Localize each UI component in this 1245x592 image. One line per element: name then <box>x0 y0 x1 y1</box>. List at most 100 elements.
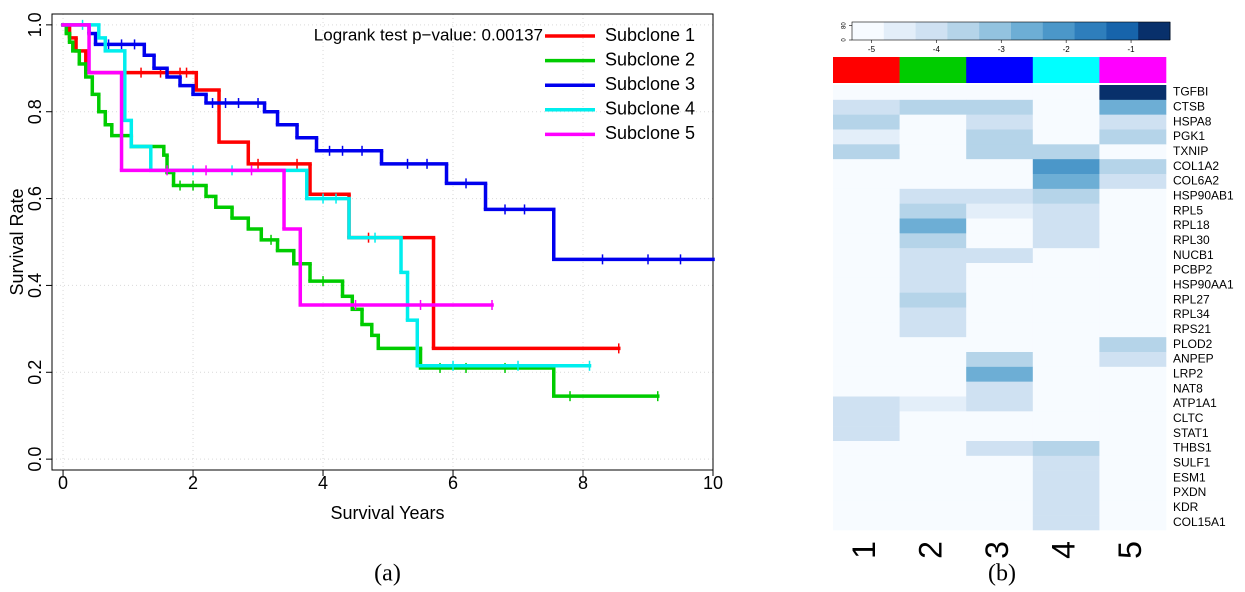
color-key-label: -5 <box>868 45 876 54</box>
x-axis-title: Survival Years <box>330 503 444 523</box>
heatmap-cell <box>833 396 900 412</box>
heatmap-cell <box>1032 188 1100 204</box>
heatmap-cell <box>833 114 900 130</box>
color-key-bin <box>1074 22 1107 40</box>
heatmap-cell <box>1032 500 1100 516</box>
heatmap-cell <box>833 188 900 204</box>
heatmap-cell <box>899 263 967 279</box>
y-tick-label: 0.0 <box>25 447 45 472</box>
heatmap-cell <box>1099 99 1167 115</box>
heatmap-cell <box>833 455 900 471</box>
heatmap-cell <box>966 263 1034 279</box>
heatmap-cell <box>1032 366 1100 382</box>
color-key-label: -3 <box>998 45 1006 54</box>
row-label: KDR <box>1173 500 1199 514</box>
heatmap-cell <box>966 352 1034 368</box>
heatmap-cell <box>1099 129 1167 145</box>
x-tick-label: 10 <box>703 473 723 493</box>
heatmap-cell <box>1032 352 1100 368</box>
heatmap-cell <box>899 337 967 353</box>
heatmap-cell <box>966 366 1034 382</box>
heatmap-cell <box>966 515 1034 531</box>
heatmap-cell <box>966 203 1034 219</box>
heatmap-cell <box>1099 85 1167 101</box>
row-label: TGFBI <box>1173 85 1208 99</box>
row-label: RPL30 <box>1173 233 1210 247</box>
column-label: 5 <box>1112 541 1148 559</box>
row-label: PXDN <box>1173 485 1206 499</box>
heatmap-cell <box>1032 515 1100 531</box>
heatmap-cell <box>1099 263 1167 279</box>
heatmap-cell <box>899 441 967 457</box>
column-color <box>833 57 900 83</box>
heatmap-cell <box>1099 515 1167 531</box>
color-key-label: -2 <box>1063 45 1071 54</box>
heatmap-cell <box>966 485 1034 501</box>
heatmap-cell <box>1032 129 1100 145</box>
heatmap-cell <box>966 174 1034 190</box>
column-label: 3 <box>979 541 1015 559</box>
legend-label: Subclone 1 <box>605 25 695 45</box>
row-label: TXNIP <box>1173 144 1208 158</box>
row-label: ANPEP <box>1173 352 1214 366</box>
column-color <box>899 57 967 83</box>
heatmap-cell <box>1032 277 1100 293</box>
heatmap-cell <box>1099 322 1167 338</box>
heatmap-cell <box>1099 337 1167 353</box>
heatmap-cell <box>833 174 900 190</box>
heatmap-cell <box>1032 203 1100 219</box>
color-key-bin <box>1138 22 1171 40</box>
heatmap-cell <box>1099 352 1167 368</box>
row-label: PGK1 <box>1173 129 1205 143</box>
heatmap-cell <box>899 500 967 516</box>
heatmap-cell <box>1099 381 1167 397</box>
heatmap-cell <box>1032 174 1100 190</box>
heatmap-cell <box>833 85 900 101</box>
heatmap-cell <box>833 159 900 175</box>
y-tick-label: 1.0 <box>25 12 45 37</box>
heatmap-cell <box>1099 396 1167 412</box>
heatmap-cell <box>966 396 1034 412</box>
row-label: COL15A1 <box>1173 515 1226 529</box>
heatmap-cell <box>899 411 967 427</box>
heatmap-cell <box>833 203 900 219</box>
heatmap-cell <box>833 129 900 145</box>
x-tick-label: 6 <box>448 473 458 493</box>
column-color <box>1099 57 1167 83</box>
heatmap-cell <box>899 233 967 249</box>
color-key-bin <box>947 22 980 40</box>
heatmap-cell <box>966 426 1034 442</box>
heatmap-cell <box>899 322 967 338</box>
heatmap-cell <box>833 470 900 486</box>
row-label: RPL27 <box>1173 292 1210 306</box>
legend-label: Subclone 2 <box>605 49 695 69</box>
row-label: HSP90AA1 <box>1173 277 1234 291</box>
heatmap-cell <box>899 114 967 130</box>
row-label: HSPA8 <box>1173 114 1212 128</box>
heatmap-cell <box>1099 114 1167 130</box>
heatmap-cell <box>1099 233 1167 249</box>
heatmap-cell <box>833 292 900 308</box>
heatmap-cell <box>1099 366 1167 382</box>
heatmap-cell <box>833 307 900 323</box>
color-key-bin <box>1106 22 1139 40</box>
color-key-bin <box>915 22 948 40</box>
caption: (b) <box>988 561 1016 587</box>
color-key-bin <box>1011 22 1044 40</box>
heatmap-cell <box>966 337 1034 353</box>
row-label: COL6A2 <box>1173 174 1219 188</box>
heatmap-cell <box>833 426 900 442</box>
row-label: NAT8 <box>1173 381 1203 395</box>
heatmap-cell <box>1032 381 1100 397</box>
heatmap-cell <box>1099 174 1167 190</box>
plot-frame <box>51 13 714 471</box>
heatmap-cell <box>1032 455 1100 471</box>
heatmap-cell <box>966 307 1034 323</box>
heatmap-cell <box>1032 396 1100 412</box>
color-key-bin <box>979 22 1012 40</box>
row-label: CLTC <box>1173 411 1204 425</box>
heatmap-cell <box>899 203 967 219</box>
heatmap-cell <box>1032 85 1100 101</box>
heatmap-cell <box>833 144 900 160</box>
